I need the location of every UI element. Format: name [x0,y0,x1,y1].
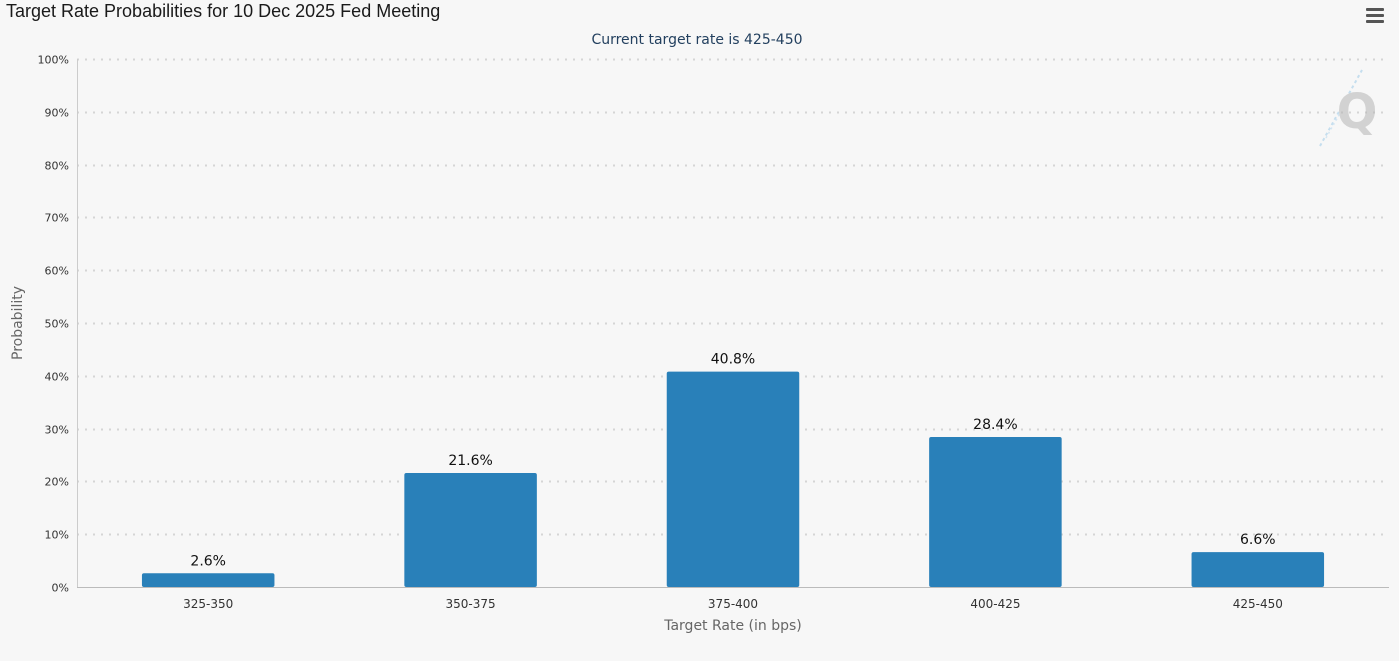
bar[interactable] [666,371,800,587]
data-label: 6.6% [1240,532,1276,548]
y-tick-label: 10% [45,529,69,542]
y-tick-label: 90% [45,107,69,120]
chart-subtitle: Current target rate is 425-450 [591,32,802,48]
bar[interactable] [1191,552,1325,587]
x-tick-label: 375-400 [708,597,758,611]
x-axis-title: Target Rate (in bps) [663,618,802,634]
x-axis-ticks: 325-350 350-375 375-400 400-425 425-450 [183,597,1283,611]
menu-line [1366,20,1384,23]
bar[interactable] [141,573,275,587]
data-label: 28.4% [973,417,1017,433]
data-labels: 2.6% 21.6% 40.8% 28.4% 6.6% [190,352,1275,570]
data-label: 40.8% [711,352,755,368]
x-tick-label: 425-450 [1233,597,1283,611]
y-axis-title: Probability [10,286,26,360]
y-tick-label: 60% [45,265,69,278]
y-tick-label: 20% [45,476,69,489]
y-axis-ticks: 0% 10% 20% 30% 40% 50% 60% 70% 80% 90% 100% [38,54,69,595]
hamburger-menu-icon[interactable] [1364,6,1386,26]
bars [141,371,1325,587]
y-tick-label: 50% [45,318,69,331]
y-tick-label: 30% [45,424,69,437]
menu-line [1366,8,1384,11]
chart-title: Target Rate Probabilities for 10 Dec 202… [6,1,441,21]
bar[interactable] [404,472,537,587]
y-tick-label: 70% [45,212,69,225]
menu-line [1366,14,1384,17]
y-tick-label: 100% [38,54,69,67]
y-tick-label: 40% [45,371,69,384]
x-tick-label: 325-350 [183,597,233,611]
data-label: 2.6% [190,553,226,569]
svg-text:Q: Q [1337,84,1378,140]
x-tick-label: 350-375 [446,597,496,611]
y-tick-label: 80% [45,160,69,173]
data-label: 21.6% [448,453,492,469]
y-tick-label: 0% [52,582,69,595]
quikstrike-q-logo-icon: Q [1319,69,1378,147]
x-tick-label: 400-425 [970,597,1020,611]
bar[interactable] [929,437,1062,587]
